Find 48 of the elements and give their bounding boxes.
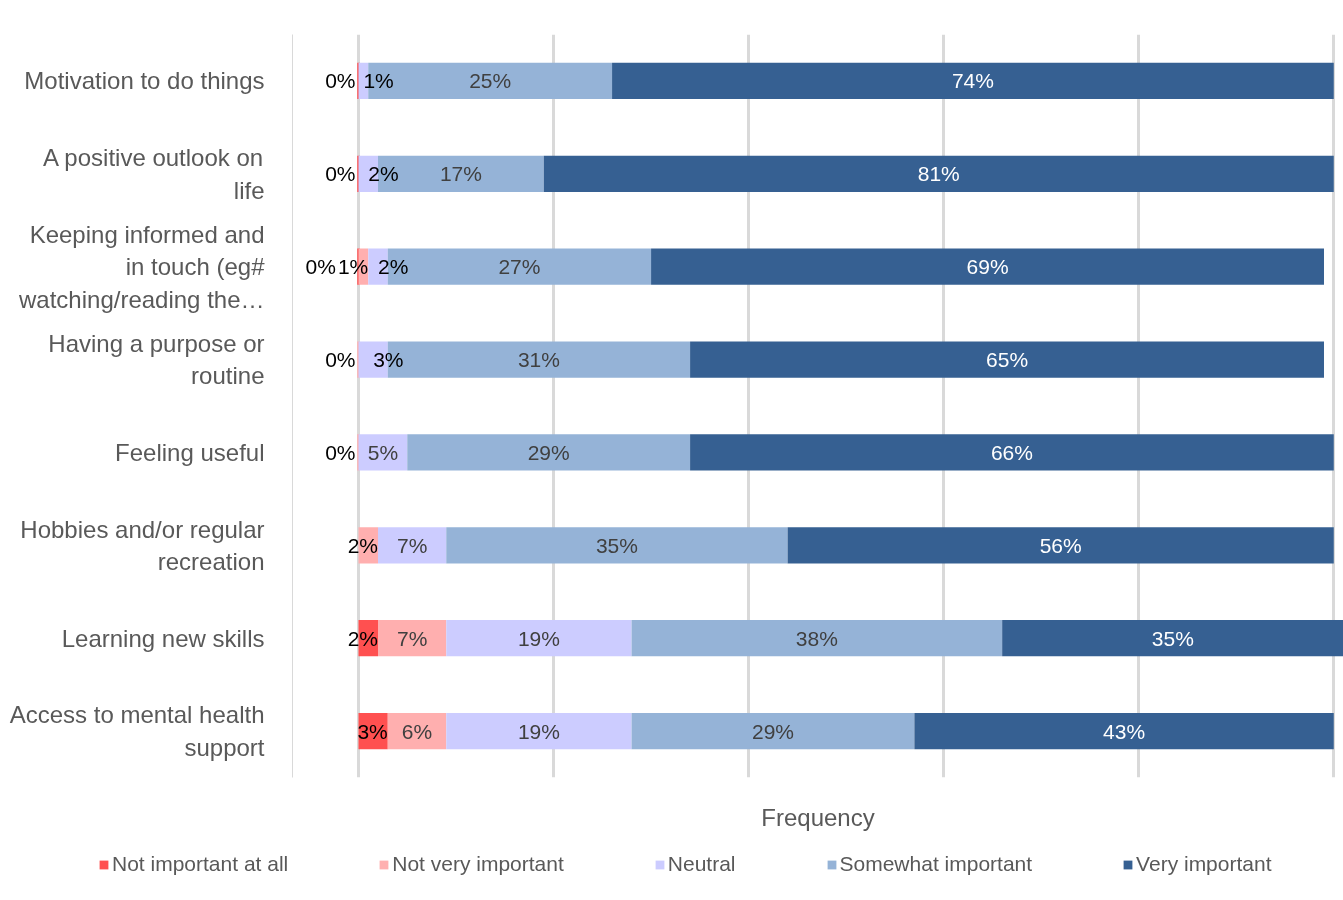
legend-label: Not important at all xyxy=(112,852,289,876)
data-label: 0% xyxy=(325,348,356,372)
data-label: 6% xyxy=(401,719,433,743)
data-label: 29% xyxy=(527,440,570,464)
y-tick-label: Keeping informed and in touch (eg# watching/reading the… xyxy=(18,220,266,313)
y-tick-label: Access to mental health support xyxy=(9,701,265,761)
y-tick-label: Hobbies and/or regular recreation xyxy=(20,515,265,576)
data-label: 7% xyxy=(396,533,428,557)
data-label: 0% xyxy=(325,69,356,93)
data-label: 1% xyxy=(363,69,394,93)
data-label: 74% xyxy=(951,69,994,93)
data-label: 35% xyxy=(1151,626,1194,650)
data-label: 19% xyxy=(517,719,560,743)
data-label: 3% xyxy=(373,348,404,372)
data-label: 19% xyxy=(517,626,560,650)
legend-label: Not very important xyxy=(392,852,564,876)
data-label: 0% xyxy=(325,440,356,464)
y-tick-label: Feeling useful xyxy=(115,438,265,466)
data-label: 43% xyxy=(1103,719,1146,743)
legend-label: Somewhat important xyxy=(839,852,1033,876)
data-label: 25% xyxy=(469,69,512,93)
x-axis-title: Frequency xyxy=(761,803,875,831)
y-tick-label: Learning new skills xyxy=(61,624,265,652)
data-label: 1% xyxy=(337,255,369,279)
data-label: 7% xyxy=(396,626,428,650)
data-label: 3% xyxy=(357,719,388,743)
data-label: 2% xyxy=(347,533,379,557)
data-label: 2% xyxy=(368,162,399,186)
data-label: 27% xyxy=(498,255,541,279)
data-label: 29% xyxy=(751,719,794,743)
data-label: 35% xyxy=(595,533,638,557)
y-tick-label: Having a purpose or routine xyxy=(48,329,265,390)
data-label: 56% xyxy=(1039,533,1082,557)
y-tick-label: Motivation to do things xyxy=(24,67,265,95)
data-label: 65% xyxy=(986,348,1029,372)
data-label: 69% xyxy=(966,255,1009,279)
data-label: 31% xyxy=(517,348,560,372)
legend-label: Neutral xyxy=(667,852,736,876)
data-label: 2% xyxy=(378,255,409,279)
data-label: 66% xyxy=(990,440,1033,464)
y-tick-label: A positive outlook on life xyxy=(43,144,265,204)
data-label: 0% xyxy=(305,255,336,279)
data-label: 81% xyxy=(917,162,960,186)
data-label: 0% xyxy=(325,162,356,186)
data-label: 17% xyxy=(439,162,482,186)
legend-label: Very important xyxy=(1136,852,1272,876)
data-label: 5% xyxy=(367,440,399,464)
data-label: 38% xyxy=(795,626,838,650)
